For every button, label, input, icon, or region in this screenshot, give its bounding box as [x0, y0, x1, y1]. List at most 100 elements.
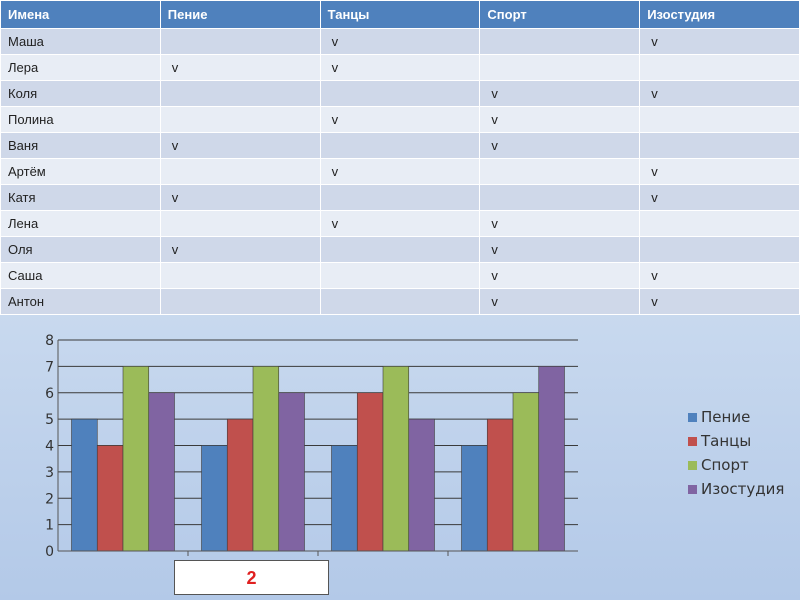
- cell-name: Лера: [0, 54, 161, 81]
- cell-singing: [159, 106, 321, 133]
- cell-sport: v: [479, 288, 641, 315]
- table-row: Оля v v: [0, 236, 800, 263]
- header-singing: Пение: [159, 0, 321, 29]
- table-row: Лена v v: [0, 210, 800, 237]
- legend-swatch: [688, 437, 697, 446]
- y-tick-label: 5: [45, 412, 54, 428]
- table-row: Артём v v: [0, 158, 800, 185]
- cell-singing: v: [159, 184, 321, 211]
- header-sport: Спорт: [479, 0, 641, 29]
- table-row: Антон v v: [0, 288, 800, 315]
- bar-4-3: [408, 418, 435, 552]
- bar-4-1: [148, 392, 175, 552]
- cell-dancing: [319, 184, 481, 211]
- cell-singing: v: [159, 54, 321, 81]
- cell-dancing: v: [319, 106, 481, 133]
- cell-singing: [159, 210, 321, 237]
- cell-sport: v: [479, 106, 641, 133]
- bar-1-4: [461, 445, 488, 552]
- bar-3-1: [122, 366, 150, 552]
- bar-4-2: [278, 392, 305, 552]
- table-row: Полина v v: [0, 106, 800, 133]
- y-tick-label: 1: [45, 518, 54, 534]
- cell-name: Оля: [0, 236, 161, 263]
- bar-1-2: [201, 445, 228, 552]
- cell-sport: v: [479, 210, 641, 237]
- cell-dancing: [319, 80, 481, 107]
- cell-art-studio: [639, 132, 800, 159]
- cell-sport: [479, 158, 641, 185]
- cell-singing: [159, 288, 321, 315]
- legend-label: Изостудия: [701, 480, 784, 498]
- y-tick-label: 2: [45, 491, 54, 507]
- table-row: Коля v v: [0, 80, 800, 107]
- y-tick-label: 0: [45, 544, 54, 560]
- legend-swatch: [688, 485, 697, 494]
- cell-name: Саша: [0, 262, 161, 289]
- bar-3-4: [512, 392, 540, 552]
- cell-singing: [159, 262, 321, 289]
- legend-label: Спорт: [701, 456, 749, 474]
- cell-art-studio: v: [639, 158, 800, 185]
- cell-singing: v: [159, 132, 321, 159]
- answer-box: 2: [174, 560, 329, 595]
- cell-name: Ваня: [0, 132, 161, 159]
- legend-label: Пение: [701, 408, 750, 426]
- cell-sport: v: [479, 262, 641, 289]
- cell-name: Катя: [0, 184, 161, 211]
- y-tick-label: 8: [45, 333, 54, 349]
- bar-2-4: [486, 418, 514, 552]
- cell-sport: v: [479, 132, 641, 159]
- legend-swatch: [688, 461, 697, 470]
- cell-name: Маша: [0, 28, 161, 55]
- cell-art-studio: [639, 54, 800, 81]
- cell-art-studio: v: [639, 288, 800, 315]
- cell-sport: v: [479, 236, 641, 263]
- bar-3-3: [382, 366, 410, 552]
- table-header-row: Имена Пение Танцы Спорт Изостудия: [0, 0, 800, 29]
- legend-label: Танцы: [700, 432, 751, 450]
- cell-singing: [159, 80, 321, 107]
- y-tick-label: 3: [45, 465, 54, 481]
- cell-dancing: v: [319, 158, 481, 185]
- cell-dancing: [319, 262, 481, 289]
- table-row: Ваня v v: [0, 132, 800, 159]
- cell-name: Полина: [0, 106, 161, 133]
- cell-art-studio: v: [639, 28, 800, 55]
- cell-sport: v: [479, 80, 641, 107]
- cell-art-studio: v: [639, 262, 800, 289]
- cell-sport: [479, 54, 641, 81]
- bar-2-2: [226, 418, 254, 552]
- cell-art-studio: [639, 236, 800, 263]
- bar-3-2: [252, 366, 280, 552]
- bar-1-3: [331, 445, 358, 552]
- cell-dancing: [319, 288, 481, 315]
- cell-name: Антон: [0, 288, 161, 315]
- y-tick-label: 4: [45, 439, 54, 455]
- header-names: Имена: [0, 0, 161, 29]
- data-table: Имена Пение Танцы Спорт Изостудия Маша v v…: [0, 0, 800, 315]
- cell-name: Коля: [0, 80, 161, 107]
- cell-dancing: v: [319, 28, 481, 55]
- cell-dancing: [319, 132, 481, 159]
- cell-singing: [159, 158, 321, 185]
- cell-art-studio: [639, 210, 800, 237]
- header-dancing: Танцы: [319, 0, 481, 29]
- cell-sport: [479, 184, 641, 211]
- cell-singing: [159, 28, 321, 55]
- cell-name: Лена: [0, 210, 161, 237]
- cell-sport: [479, 28, 641, 55]
- cell-singing: v: [159, 236, 321, 263]
- cell-dancing: [319, 236, 481, 263]
- table-row: Саша v v: [0, 262, 800, 289]
- bar-1-1: [71, 418, 98, 552]
- bar-4-4: [538, 366, 565, 552]
- table-row: Лера v v: [0, 54, 800, 81]
- legend-swatch: [688, 413, 697, 422]
- table-row: Маша v v: [0, 28, 800, 55]
- cell-art-studio: v: [639, 80, 800, 107]
- table-row: Катя v v: [0, 184, 800, 211]
- cell-art-studio: [639, 106, 800, 133]
- y-tick-label: 6: [45, 386, 54, 402]
